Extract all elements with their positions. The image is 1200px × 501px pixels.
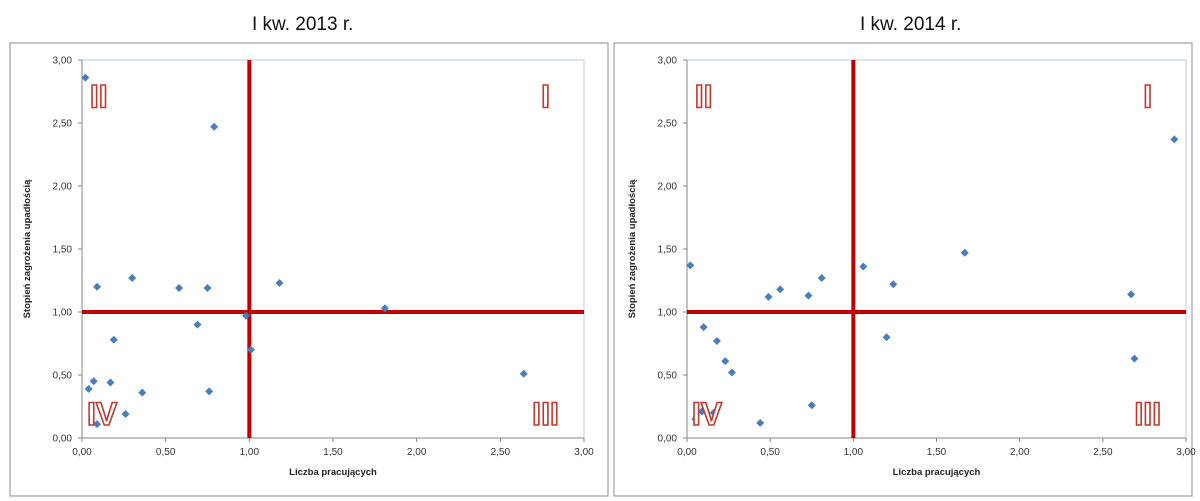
chart1-y-tick-label: 1,50	[53, 245, 73, 256]
chart1-x-tick-label: 1,50	[323, 447, 343, 458]
chart1-data-point	[121, 410, 130, 419]
chart2-data-point	[756, 418, 765, 427]
chart-title-2013: I kw. 2013 r.	[252, 14, 354, 35]
chart2-quadrant-label-i: I	[1143, 78, 1152, 114]
chart2-data-point	[859, 262, 868, 271]
chart1-quadrant-label-i: I	[541, 78, 550, 114]
chart2-x-tick-label: 1,00	[844, 447, 864, 458]
chart1-x-tick-label: 0,50	[156, 447, 176, 458]
chart2-data-point	[686, 261, 695, 270]
chart1-data-point	[380, 304, 389, 313]
chart1-y-tick-label: 2,50	[53, 119, 73, 130]
chart2-y-tick-label: 1,00	[658, 308, 678, 319]
chart1-data-point	[210, 122, 219, 131]
chart1-y-tick-label: 0,00	[53, 434, 73, 445]
chart2-data-point	[727, 368, 736, 377]
chart2-y-tick-label: 0,00	[658, 434, 678, 445]
chart1-data-point	[89, 377, 98, 386]
chart2-x-tick-label: 3,00	[1176, 447, 1196, 458]
chart1-data-point	[93, 420, 102, 429]
chart2-data-point	[691, 415, 700, 424]
chart1-data-point	[81, 73, 90, 82]
chart1-quadrant-label-ii: II	[90, 78, 108, 114]
chart1-data-point	[203, 284, 212, 293]
chart1-x-tick-label: 1,00	[240, 447, 260, 458]
chart2-data-point	[721, 357, 730, 366]
chart1-data-point	[275, 279, 284, 288]
chart2-x-axis-label: Liczba pracujących	[893, 467, 981, 478]
chart2-x-tick-label: 2,50	[1093, 447, 1113, 458]
chart2-data-point	[699, 323, 708, 332]
chart1-y-axis-label: Stopień zagrożenia upadłością	[22, 179, 33, 319]
chart2-data-point	[776, 285, 785, 294]
chart1-data-point	[241, 311, 250, 320]
chart2-x-tick-label: 2,00	[1010, 447, 1030, 458]
chart1-data-point	[519, 369, 528, 378]
chart1-y-tick-label: 2,00	[53, 182, 73, 193]
chart1-data-point	[84, 384, 93, 393]
chart1-data-point	[109, 335, 118, 344]
chart2-data-point	[807, 401, 816, 410]
chart2-data-point	[709, 408, 718, 417]
chart2-data-point	[1130, 354, 1139, 363]
chart2-data-point	[1127, 290, 1136, 299]
chart1-y-tick-label: 3,00	[53, 56, 73, 67]
chart2-y-tick-label: 2,50	[658, 119, 678, 130]
chart1-frame	[9, 42, 609, 497]
chart1-data-point	[93, 282, 102, 291]
chart1-data-point	[193, 320, 202, 329]
chart2-x-tick-label: 0,00	[677, 447, 697, 458]
chart2-data-point	[804, 291, 813, 300]
chart1-x-tick-label: 2,50	[491, 447, 511, 458]
chart2-x-tick-label: 0,50	[760, 447, 780, 458]
chart2-data-point	[764, 292, 773, 301]
chart1-x-tick-label: 3,00	[574, 447, 594, 458]
chart2-data-point	[712, 336, 721, 345]
chart1-data-point	[128, 273, 137, 282]
chart1-data-point	[247, 345, 256, 354]
chart2-frame	[613, 42, 1193, 497]
chart1-x-tick-label: 2,00	[407, 447, 427, 458]
chart1-quadrant-label-iv: IV	[87, 396, 118, 432]
chart1-data-point	[175, 284, 184, 293]
chart2-data-point	[817, 273, 826, 282]
chart2-data-point	[882, 333, 891, 342]
chart1-x-axis-label: Liczba pracujących	[289, 467, 377, 478]
chart2-y-tick-label: 2,00	[658, 182, 678, 193]
chart1-data-point	[205, 387, 214, 396]
chart1-y-tick-label: 1,00	[53, 308, 73, 319]
chart1-quadrant-label-iii: III	[532, 396, 559, 432]
chart2-y-tick-label: 3,00	[658, 56, 678, 67]
chart2-data-point	[1170, 135, 1179, 144]
chart2-y-tick-label: 0,50	[658, 371, 678, 382]
chart-title-2014: I kw. 2014 r.	[860, 14, 962, 35]
chart2-data-point	[960, 248, 969, 257]
chart2-y-axis-label: Stopień zagrożenia upadłością	[627, 179, 638, 319]
chart2-data-point	[889, 280, 898, 289]
chart2-quadrant-label-iv: IV	[692, 396, 723, 432]
chart2-quadrant-label-iii: III	[1134, 396, 1161, 432]
chart1-data-point	[106, 378, 115, 387]
chart2-quadrant-label-ii: II	[695, 78, 713, 114]
chart1-x-tick-label: 0,00	[72, 447, 92, 458]
chart1-y-tick-label: 0,50	[53, 371, 73, 382]
chart2-data-point	[697, 407, 706, 416]
chart2-x-tick-label: 1,50	[927, 447, 947, 458]
chart1-data-point	[138, 388, 147, 397]
chart2-y-tick-label: 1,50	[658, 245, 678, 256]
